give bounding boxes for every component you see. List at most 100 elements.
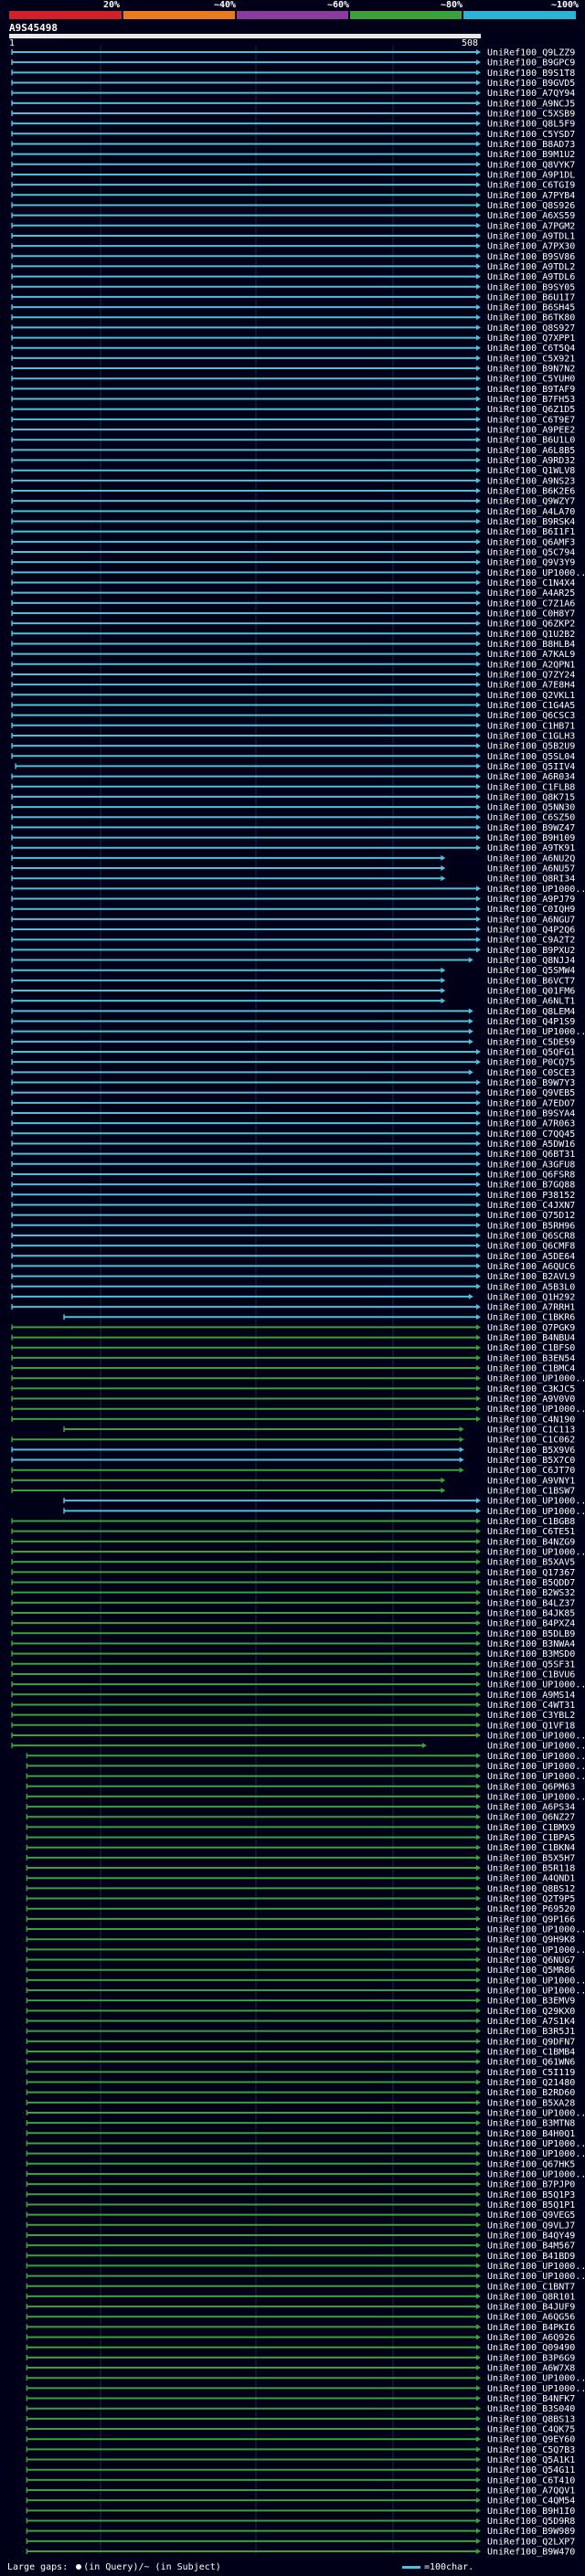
hit-label[interactable]: UniRef100_Q5C794 bbox=[487, 548, 575, 558]
hit-label[interactable]: UniRef100_C4WT31 bbox=[487, 1701, 575, 1711]
hit-label[interactable]: UniRef100_UP1000... bbox=[487, 1497, 585, 1507]
hit-label[interactable]: UniRef100_UP1000... bbox=[487, 2169, 585, 2179]
hit-label[interactable]: UniRef100_B8AD73 bbox=[487, 140, 575, 150]
hit-label[interactable]: UniRef100_UP1000... bbox=[487, 1374, 585, 1384]
hit-label[interactable]: UniRef100_B9M1U2 bbox=[487, 150, 575, 160]
hit-label[interactable]: UniRef100_Q8LEM4 bbox=[487, 1007, 575, 1017]
hit-label[interactable]: UniRef100_A9RD32 bbox=[487, 456, 575, 466]
hit-label[interactable]: UniRef100_B3MSD0 bbox=[487, 1649, 575, 1659]
hit-label[interactable]: UniRef100_A6NGU7 bbox=[487, 915, 575, 925]
hit-label[interactable]: UniRef100_B9RSK4 bbox=[487, 517, 575, 527]
hit-label[interactable]: UniRef100_B9SY05 bbox=[487, 282, 575, 292]
hit-label[interactable]: UniRef100_A9TK91 bbox=[487, 843, 575, 853]
hit-label[interactable]: UniRef100_Q5QFG1 bbox=[487, 1048, 575, 1058]
hit-label[interactable]: UniRef100_B4LZ37 bbox=[487, 1598, 575, 1608]
hit-label[interactable]: UniRef100_C1G4A5 bbox=[487, 701, 575, 711]
hit-label[interactable]: UniRef100_B9N7N2 bbox=[487, 365, 575, 375]
hit-label[interactable]: UniRef100_B5XA28 bbox=[487, 2098, 575, 2108]
hit-label[interactable]: UniRef100_C6SZ50 bbox=[487, 813, 575, 823]
hit-label[interactable]: UniRef100_Q2T9P5 bbox=[487, 1894, 575, 1904]
hit-label[interactable]: UniRef100_B5Q1P3 bbox=[487, 2190, 575, 2200]
hit-label[interactable]: UniRef100_Q6SCR8 bbox=[487, 1231, 575, 1241]
hit-label[interactable]: UniRef100_A9NS23 bbox=[487, 476, 575, 486]
hit-label[interactable]: UniRef100_Q75D12 bbox=[487, 1211, 575, 1221]
hit-label[interactable]: UniRef100_A6PS34 bbox=[487, 1803, 575, 1813]
hit-label[interactable]: UniRef100_B9PXU2 bbox=[487, 946, 575, 956]
hit-label[interactable]: UniRef100_Q2LXP7 bbox=[487, 2537, 575, 2547]
hit-label[interactable]: UniRef100_Q17367 bbox=[487, 1568, 575, 1578]
hit-label[interactable]: UniRef100_A9P1DL bbox=[487, 170, 575, 180]
hit-label[interactable]: UniRef100_UP1000... bbox=[487, 1925, 585, 1935]
hit-label[interactable]: UniRef100_Q8L5F9 bbox=[487, 120, 575, 130]
hit-label[interactable]: UniRef100_Q9DFN7 bbox=[487, 2037, 575, 2047]
hit-label[interactable]: UniRef100_Q7XPP1 bbox=[487, 334, 575, 344]
hit-label[interactable]: UniRef100_UP1000... bbox=[487, 1752, 585, 1762]
hit-label[interactable]: UniRef100_B9H109 bbox=[487, 833, 575, 843]
hit-label[interactable]: UniRef100_B4NFK7 bbox=[487, 2394, 575, 2404]
hit-label[interactable]: UniRef100_UP1000... bbox=[487, 2272, 585, 2282]
hit-label[interactable]: UniRef100_B6VCT7 bbox=[487, 976, 575, 986]
hit-label[interactable]: UniRef100_UP1000... bbox=[487, 2108, 585, 2118]
hit-label[interactable]: UniRef100_C0IQH9 bbox=[487, 905, 575, 915]
hit-label[interactable]: UniRef100_C5DE59 bbox=[487, 1037, 575, 1047]
hit-label[interactable]: UniRef100_C1BMC4 bbox=[487, 1364, 575, 1374]
hit-label[interactable]: UniRef100_B2WS32 bbox=[487, 1588, 575, 1598]
hit-label[interactable]: UniRef100_Q9VLJ7 bbox=[487, 2221, 575, 2231]
hit-label[interactable]: UniRef100_A6NU2Q bbox=[487, 853, 575, 864]
hit-label[interactable]: UniRef100_C1BMB4 bbox=[487, 2048, 575, 2058]
hit-label[interactable]: UniRef100_B9GVD5 bbox=[487, 79, 575, 89]
hit-label[interactable]: UniRef100_A7QY94 bbox=[487, 89, 575, 99]
hit-label[interactable]: UniRef100_C5XSB9 bbox=[487, 109, 575, 119]
hit-label[interactable]: UniRef100_B6SH45 bbox=[487, 303, 575, 313]
hit-label[interactable]: UniRef100_UP1000... bbox=[487, 2384, 585, 2394]
hit-label[interactable]: UniRef100_Q9VEB5 bbox=[487, 1088, 575, 1098]
hit-label[interactable]: UniRef100_B9GPC9 bbox=[487, 58, 575, 69]
hit-label[interactable]: UniRef100_Q6CMF8 bbox=[487, 1242, 575, 1252]
hit-label[interactable]: UniRef100_A7QQV1 bbox=[487, 2486, 575, 2496]
hit-label[interactable]: UniRef100_B5XAV5 bbox=[487, 1558, 575, 1568]
hit-label[interactable]: UniRef100_B7PJP0 bbox=[487, 2180, 575, 2190]
hit-label[interactable]: UniRef100_UP1000... bbox=[487, 1548, 585, 1558]
hit-label[interactable]: UniRef100_A9TDL2 bbox=[487, 262, 575, 272]
hit-label[interactable]: UniRef100_UP1000... bbox=[487, 885, 585, 895]
hit-label[interactable]: UniRef100_Q09490 bbox=[487, 2343, 575, 2353]
hit-label[interactable]: UniRef100_Q9EY60 bbox=[487, 2435, 575, 2445]
hit-label[interactable]: UniRef100_C9A2T2 bbox=[487, 936, 575, 946]
hit-label[interactable]: UniRef100_UP1000... bbox=[487, 1405, 585, 1415]
hit-label[interactable]: UniRef100_P38152 bbox=[487, 1191, 575, 1201]
hit-label[interactable]: UniRef100_Q6PM63 bbox=[487, 1782, 575, 1792]
hit-label[interactable]: UniRef100_Q5NN30 bbox=[487, 803, 575, 813]
hit-label[interactable]: UniRef100_B5RH96 bbox=[487, 1221, 575, 1231]
hit-label[interactable]: UniRef100_B4PXZ4 bbox=[487, 1619, 575, 1629]
hit-label[interactable]: UniRef100_Q9WZY7 bbox=[487, 497, 575, 507]
hit-label[interactable]: UniRef100_C1BNT7 bbox=[487, 2282, 575, 2292]
hit-label[interactable]: UniRef100_Q6AMF3 bbox=[487, 537, 575, 547]
hit-label[interactable]: UniRef100_B5X5H7 bbox=[487, 1853, 575, 1863]
hit-label[interactable]: UniRef100_C4N190 bbox=[487, 1415, 575, 1425]
hit-label[interactable]: UniRef100_B9WZ47 bbox=[487, 823, 575, 833]
hit-label[interactable]: UniRef100_Q5SMW4 bbox=[487, 966, 575, 976]
hit-label[interactable]: UniRef100_Q5MR86 bbox=[487, 1966, 575, 1976]
hit-label[interactable]: UniRef100_C5YUH0 bbox=[487, 375, 575, 385]
hit-label[interactable]: UniRef100_Q1WLV8 bbox=[487, 466, 575, 476]
hit-label[interactable]: UniRef100_A6W7X8 bbox=[487, 2364, 575, 2374]
hit-label[interactable]: UniRef100_C3YBL2 bbox=[487, 1711, 575, 1721]
hit-label[interactable]: UniRef100_C6JT70 bbox=[487, 1466, 575, 1476]
hit-label[interactable]: UniRef100_B5X9V6 bbox=[487, 1446, 575, 1456]
hit-label[interactable]: UniRef100_A7S1K4 bbox=[487, 2017, 575, 2027]
hit-label[interactable]: UniRef100_C1BPA5 bbox=[487, 1833, 575, 1843]
hit-label[interactable]: UniRef100_A6NLT1 bbox=[487, 997, 575, 1007]
hit-label[interactable]: UniRef100_B6U1L0 bbox=[487, 436, 575, 446]
hit-label[interactable]: UniRef100_C1C062 bbox=[487, 1436, 575, 1446]
hit-label[interactable]: UniRef100_UP1000... bbox=[487, 2374, 585, 2384]
hit-label[interactable]: UniRef100_B5R118 bbox=[487, 1864, 575, 1874]
hit-label[interactable]: UniRef100_A6XS59 bbox=[487, 211, 575, 221]
hit-label[interactable]: UniRef100_UP1000... bbox=[487, 1792, 585, 1802]
hit-label[interactable]: UniRef100_Q7PGK9 bbox=[487, 1323, 575, 1333]
hit-label[interactable]: UniRef100_Q29KX0 bbox=[487, 2007, 575, 2017]
hit-label[interactable]: UniRef100_C1BKR6 bbox=[487, 1313, 575, 1323]
hit-label[interactable]: UniRef100_B6U1I7 bbox=[487, 292, 575, 302]
hit-label[interactable]: UniRef100_B5DLB9 bbox=[487, 1629, 575, 1639]
hit-label[interactable]: UniRef100_A7KAL9 bbox=[487, 650, 575, 660]
hit-label[interactable]: UniRef100_Q8S926 bbox=[487, 201, 575, 211]
